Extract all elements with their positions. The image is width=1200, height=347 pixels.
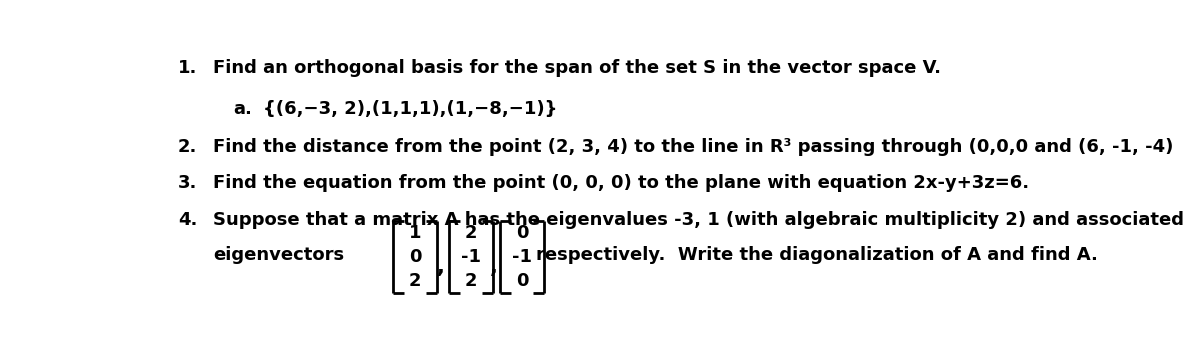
Text: 2: 2: [464, 224, 478, 242]
Text: eigenvectors: eigenvectors: [214, 246, 344, 264]
Text: Find the equation from the point (0, 0, 0) to the plane with equation 2x-y+3z=6.: Find the equation from the point (0, 0, …: [214, 174, 1030, 192]
Text: Find an orthogonal basis for the span of the set S in the vector space V.: Find an orthogonal basis for the span of…: [214, 59, 941, 77]
Text: 0: 0: [516, 272, 528, 290]
Text: 0: 0: [409, 248, 421, 266]
Text: 1.: 1.: [178, 59, 197, 77]
Text: 0: 0: [516, 224, 528, 242]
Text: respectively.  Write the diagonalization of A and find A.: respectively. Write the diagonalization …: [536, 246, 1098, 264]
Text: Suppose that a matrix A has the eigenvalues -3, 1 (with algebraic multiplicity 2: Suppose that a matrix A has the eigenval…: [214, 211, 1184, 229]
Text: -1: -1: [512, 248, 532, 266]
Text: Find the distance from the point (2, 3, 4) to the line in R³ passing through (0,: Find the distance from the point (2, 3, …: [214, 138, 1174, 156]
Text: 2.: 2.: [178, 138, 197, 156]
Text: 2: 2: [409, 272, 421, 290]
Text: 4.: 4.: [178, 211, 197, 229]
Text: ,: ,: [490, 257, 498, 277]
Text: a.: a.: [234, 100, 252, 118]
Text: 3.: 3.: [178, 174, 197, 192]
Text: -1: -1: [461, 248, 481, 266]
Text: 2: 2: [464, 272, 478, 290]
Text: 1: 1: [409, 224, 421, 242]
Text: {(6,−3, 2),(1,1,1),(1,−8,−1)}: {(6,−3, 2),(1,1,1),(1,−8,−1)}: [264, 100, 558, 118]
Text: ,: ,: [437, 257, 445, 277]
